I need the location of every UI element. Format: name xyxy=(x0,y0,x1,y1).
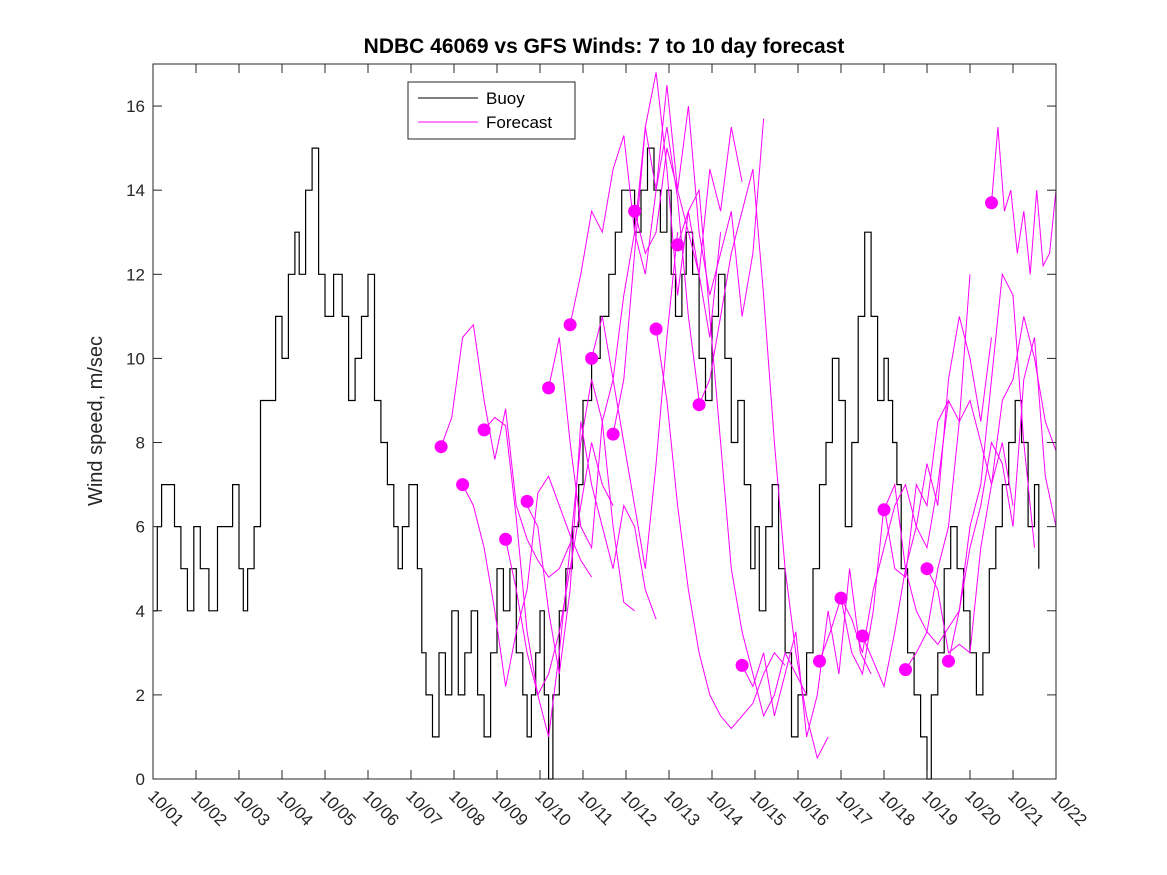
forecast-point-3 xyxy=(477,423,491,437)
forecast-point-14 xyxy=(735,658,749,672)
y-tick-label-10: 10 xyxy=(126,349,145,368)
forecast-point-1 xyxy=(434,440,448,454)
forecast-series-line-5 xyxy=(526,421,657,674)
forecast-point-17 xyxy=(856,629,869,643)
forecast-series-line-17 xyxy=(862,316,992,689)
y-tick-label-2: 2 xyxy=(136,686,145,705)
forecast-point-16 xyxy=(834,591,848,605)
forecast-series-line-14 xyxy=(741,568,872,738)
legend-box xyxy=(407,81,576,140)
forecast-series-line-13 xyxy=(698,168,829,760)
y-tick-label-4: 4 xyxy=(136,602,145,621)
y-tick-label-0: 0 xyxy=(136,770,145,789)
series-layer xyxy=(153,72,1057,780)
forecast-point-21 xyxy=(942,654,955,668)
forecast-point-2 xyxy=(456,478,470,492)
forecast-series-line-20 xyxy=(926,316,1057,654)
forecast-point-20 xyxy=(920,562,934,576)
legend-forecast-label: Forecast xyxy=(486,113,552,132)
forecast-point-10 xyxy=(628,204,642,218)
forecast-series-line-19 xyxy=(905,272,1035,670)
forecast-point-7 xyxy=(563,318,577,332)
forecast-series-line-10 xyxy=(634,106,765,317)
forecast-point-13 xyxy=(692,398,706,412)
buoy-series-line xyxy=(153,147,1040,780)
forecast-series-line-3 xyxy=(483,416,614,697)
legend: Buoy Forecast xyxy=(407,81,576,140)
forecast-point-9 xyxy=(606,427,620,441)
forecast-series-line-16 xyxy=(840,274,971,653)
y-axis-label: Wind speed, m/sec xyxy=(85,336,107,506)
forecast-point-4 xyxy=(499,532,513,546)
forecast-point-8 xyxy=(585,351,599,365)
forecast-point-22 xyxy=(985,196,998,210)
forecast-point-19 xyxy=(899,663,912,677)
forecast-point-5 xyxy=(520,494,534,508)
y-tick-label-6: 6 xyxy=(136,518,145,537)
forecast-series-line-2 xyxy=(462,475,593,687)
forecast-point-11 xyxy=(649,322,663,336)
y-tick-label-8: 8 xyxy=(136,434,145,453)
y-tick-label-16: 16 xyxy=(126,97,145,116)
forecast-point-12 xyxy=(671,238,685,252)
forecast-series-line-11 xyxy=(655,328,786,730)
forecast-point-15 xyxy=(813,654,826,668)
forecast-series-line-4 xyxy=(505,379,635,738)
forecast-series-line-21 xyxy=(948,337,1057,662)
forecast-series-line-12 xyxy=(677,188,808,718)
plot-frame xyxy=(152,63,1057,780)
forecast-series-line-22 xyxy=(991,127,1057,275)
forecast-points xyxy=(434,196,998,677)
y-tick-label-12: 12 xyxy=(126,265,145,284)
forecast-point-6 xyxy=(542,381,556,395)
forecast-series-line-1 xyxy=(440,323,571,578)
chart-title: NDBC 46069 vs GFS Winds: 7 to 10 day for… xyxy=(364,35,845,58)
forecast-point-18 xyxy=(877,503,891,517)
plot-area xyxy=(153,64,1056,779)
y-tick-label-14: 14 xyxy=(126,181,145,200)
legend-buoy-label: Buoy xyxy=(486,89,525,108)
